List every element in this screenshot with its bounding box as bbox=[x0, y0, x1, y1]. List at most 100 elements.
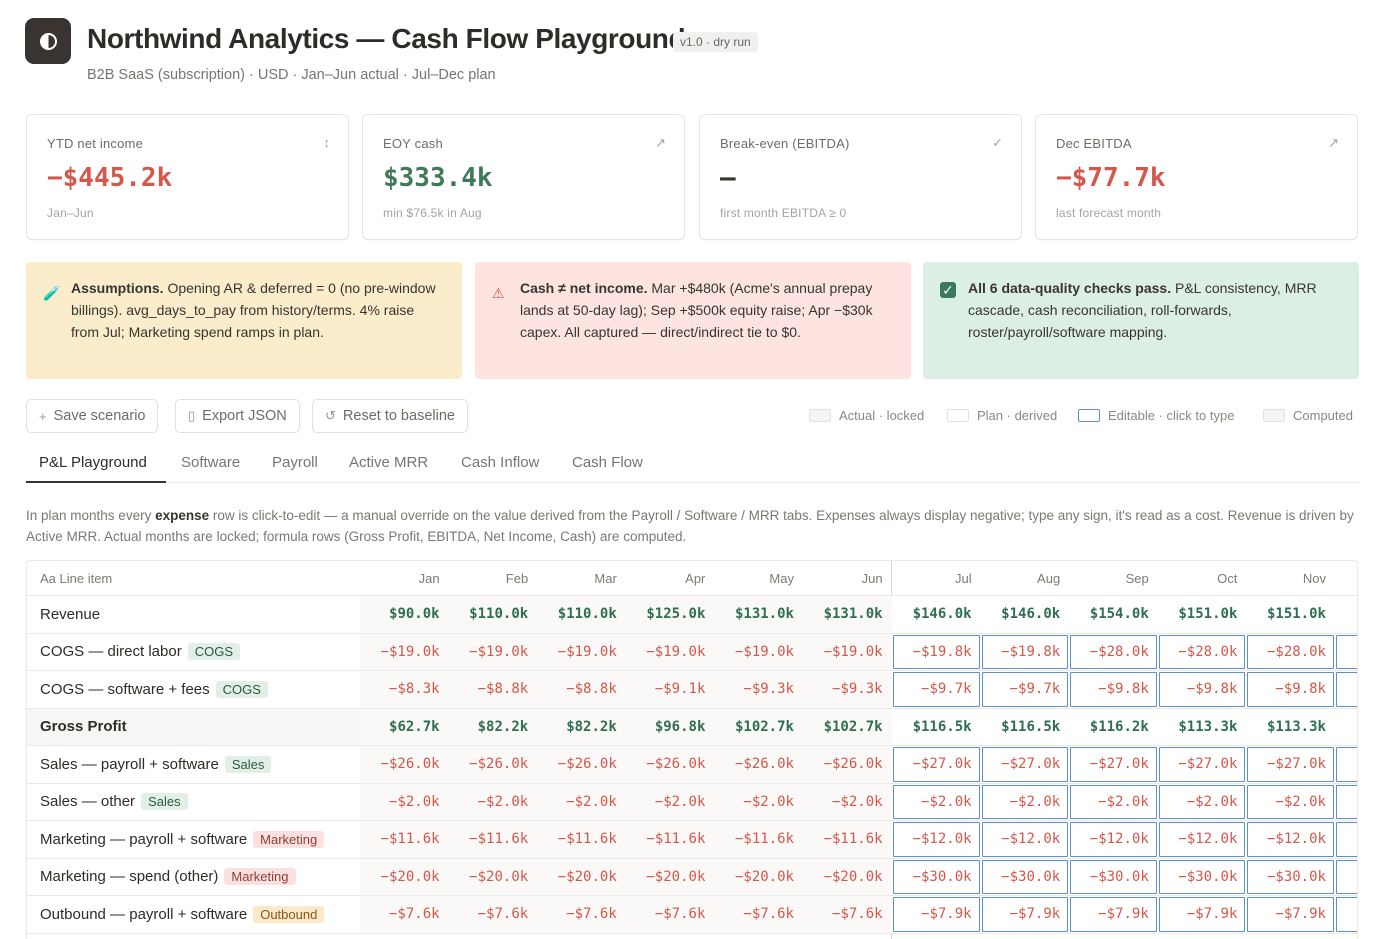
editable-cell[interactable]: −$27.0k bbox=[980, 746, 1070, 783]
editable-cell[interactable]: − bbox=[1335, 633, 1357, 670]
value-cell: $146.0k bbox=[980, 596, 1070, 633]
editable-cell[interactable]: −$7.9k bbox=[1157, 896, 1247, 933]
checks-callout: ✓ All 6 data-quality checks pass. P&L co… bbox=[923, 262, 1359, 379]
editable-cell[interactable]: −$30.0k bbox=[1246, 858, 1335, 895]
value-cell: −$20.0k bbox=[803, 858, 892, 895]
editable-cell[interactable]: − bbox=[1335, 783, 1357, 820]
table-row: Sales — payroll + software Sales −$26.0k −$… bbox=[27, 746, 1357, 784]
editable-cell[interactable]: −$9.7k bbox=[980, 671, 1070, 708]
value-cell: $62.7k bbox=[360, 708, 449, 745]
value-cell: −$11.6k bbox=[537, 821, 626, 858]
editable-cell[interactable]: −$2.0k bbox=[1069, 783, 1158, 820]
value-cell: $82.2k bbox=[448, 708, 538, 745]
editable-cell[interactable]: −$19.8k bbox=[980, 633, 1070, 670]
value-cell: $131.0k bbox=[803, 596, 892, 633]
value-cell: −$20.0k bbox=[360, 858, 449, 895]
month-header: Jan bbox=[418, 570, 440, 586]
value-cell: −$8.8k bbox=[537, 671, 626, 708]
tab-cash-inflow[interactable]: Cash Inflow bbox=[461, 454, 540, 471]
editable-cell[interactable]: −$7.9k bbox=[1246, 896, 1335, 933]
value-cell: $82.2k bbox=[537, 708, 626, 745]
value-cell: −$20.0k bbox=[537, 858, 626, 895]
editable-cell[interactable]: −$9.8k bbox=[1157, 671, 1247, 708]
editable-cell[interactable]: −$7.9k bbox=[1069, 896, 1158, 933]
value-cell: −$7.6k bbox=[537, 896, 626, 933]
category-tag: Sales bbox=[141, 793, 188, 811]
editable-cell[interactable]: −$12.0k bbox=[1069, 821, 1158, 858]
value-cell: −$11.6k bbox=[448, 821, 538, 858]
editable-cell[interactable]: − bbox=[1335, 896, 1357, 933]
editable-cell[interactable]: −$30.0k bbox=[980, 858, 1070, 895]
editable-cell[interactable]: −$2.0k bbox=[980, 783, 1070, 820]
editable-cell[interactable]: −$30.0k bbox=[892, 858, 981, 895]
month-header: Sep bbox=[1125, 570, 1149, 586]
value-cell: −$26.0k bbox=[625, 746, 715, 783]
editable-cell[interactable]: −$19.8k bbox=[892, 633, 981, 670]
export-json-button[interactable]: ▯ Export JSON bbox=[175, 399, 300, 433]
editable-cell[interactable]: −$12.0k bbox=[980, 821, 1070, 858]
editable-cell[interactable]: − bbox=[1335, 746, 1357, 783]
editable-cell[interactable]: −$28.0k bbox=[1069, 633, 1158, 670]
editable-cell[interactable]: −$9.8k bbox=[1069, 671, 1158, 708]
editable-cell[interactable]: −$2.0k bbox=[1157, 783, 1247, 820]
kpi-card-break-even: Break-even (EBITDA) ✓ – first month EBITDA … bbox=[699, 114, 1022, 240]
tab-pl-playground[interactable]: P&L Playground bbox=[39, 454, 147, 471]
editable-cell[interactable]: −$12.0k bbox=[892, 821, 981, 858]
editable-cell[interactable]: − bbox=[1335, 671, 1357, 708]
editable-cell[interactable]: −$30.0k bbox=[1157, 858, 1247, 895]
editable-cell[interactable]: −$2.0k bbox=[892, 783, 981, 820]
editable-cell[interactable]: −$28.0k bbox=[1157, 633, 1247, 670]
value-cell: −$20.0k bbox=[448, 858, 538, 895]
table-row: Marketing — payroll + software Marketing −… bbox=[27, 821, 1357, 859]
editable-cell[interactable]: −$2.0k bbox=[1246, 783, 1335, 820]
line-item-label: Marketing — spend (other) Marketing bbox=[27, 859, 360, 896]
test-tube-icon: 🧪 bbox=[43, 285, 61, 301]
kpi-label: Dec EBITDA bbox=[1056, 136, 1132, 151]
help-text-bold: expense bbox=[155, 508, 210, 523]
tab-payroll[interactable]: Payroll bbox=[272, 454, 318, 471]
tab-software[interactable]: Software bbox=[181, 454, 241, 471]
editable-cell[interactable]: −$30.0k bbox=[1069, 858, 1158, 895]
cash-title: Cash ≠ net income. bbox=[520, 280, 648, 296]
value-cell: −$7.6k bbox=[448, 896, 538, 933]
save-scenario-button[interactable]: + Save scenario bbox=[26, 399, 159, 433]
category-tag: Sales bbox=[224, 755, 272, 773]
editable-cell[interactable]: −$27.0k bbox=[1069, 746, 1158, 783]
export-json-label: Export JSON bbox=[202, 408, 287, 424]
plus-icon: + bbox=[39, 408, 47, 424]
month-header: Mar bbox=[594, 570, 617, 586]
editable-cell[interactable]: −$7.9k bbox=[980, 896, 1070, 933]
line-item-label: Sales — payroll + software Sales bbox=[27, 746, 360, 783]
tab-cash-flow[interactable]: Cash Flow bbox=[572, 454, 643, 471]
editable-cell[interactable]: −$27.0k bbox=[1157, 746, 1247, 783]
checks-text: P&L consistency, MRR cascade, cash recon… bbox=[968, 280, 1317, 340]
editable-cell[interactable]: −$9.8k bbox=[1246, 671, 1335, 708]
month-header: Jun bbox=[861, 570, 883, 586]
line-item-label: Gross Profit bbox=[27, 709, 360, 746]
checkbox-checked-icon: ✓ bbox=[940, 282, 956, 298]
reset-baseline-button[interactable]: ↺ Reset to baseline bbox=[312, 399, 468, 433]
kpi-sub: last forecast month bbox=[1056, 206, 1162, 220]
kpi-label: EOY cash bbox=[383, 136, 443, 151]
value-cell: −$7.6k bbox=[360, 896, 449, 933]
editable-cell[interactable]: −$9.7k bbox=[892, 671, 981, 708]
app-logo bbox=[25, 18, 71, 64]
value-cell: $146.0k bbox=[892, 596, 981, 633]
value-cell: −$9.1k bbox=[625, 671, 715, 708]
editable-cell[interactable]: − bbox=[1335, 821, 1357, 858]
editable-cell[interactable]: −$7.9k bbox=[892, 896, 981, 933]
help-text-part2: row is click-to-edit — a manual override… bbox=[26, 508, 1354, 544]
editable-cell[interactable]: − bbox=[1335, 858, 1357, 895]
editable-cell[interactable]: −$12.0k bbox=[1157, 821, 1247, 858]
kpi-sub: first month EBITDA ≥ 0 bbox=[720, 206, 847, 220]
editable-cell[interactable]: −$27.0k bbox=[892, 746, 981, 783]
editable-cell[interactable]: −$27.0k bbox=[1246, 746, 1335, 783]
tab-active-mrr[interactable]: Active MRR bbox=[349, 454, 429, 471]
editable-cell[interactable]: −$12.0k bbox=[1246, 821, 1335, 858]
assumptions-title: Assumptions. bbox=[71, 280, 164, 296]
month-header: Dec bbox=[1335, 561, 1357, 595]
legend-actual-label: Actual · locked bbox=[839, 408, 925, 423]
editable-cell[interactable]: −$28.0k bbox=[1246, 633, 1335, 670]
value-cell: $116.5k bbox=[892, 708, 981, 745]
tab-bar: P&L Playground Software Payroll Active M… bbox=[26, 445, 1358, 483]
